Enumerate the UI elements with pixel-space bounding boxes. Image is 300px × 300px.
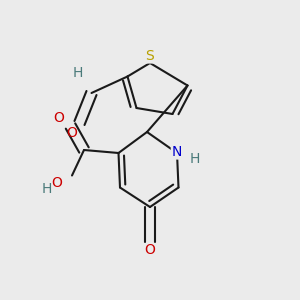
Text: H: H bbox=[41, 182, 52, 196]
Text: N: N bbox=[172, 145, 182, 158]
Text: O: O bbox=[145, 244, 155, 257]
Text: S: S bbox=[146, 49, 154, 62]
Text: O: O bbox=[52, 176, 62, 190]
Text: H: H bbox=[72, 66, 82, 80]
Text: H: H bbox=[189, 152, 200, 166]
Text: O: O bbox=[53, 112, 64, 125]
Text: O: O bbox=[67, 127, 77, 140]
